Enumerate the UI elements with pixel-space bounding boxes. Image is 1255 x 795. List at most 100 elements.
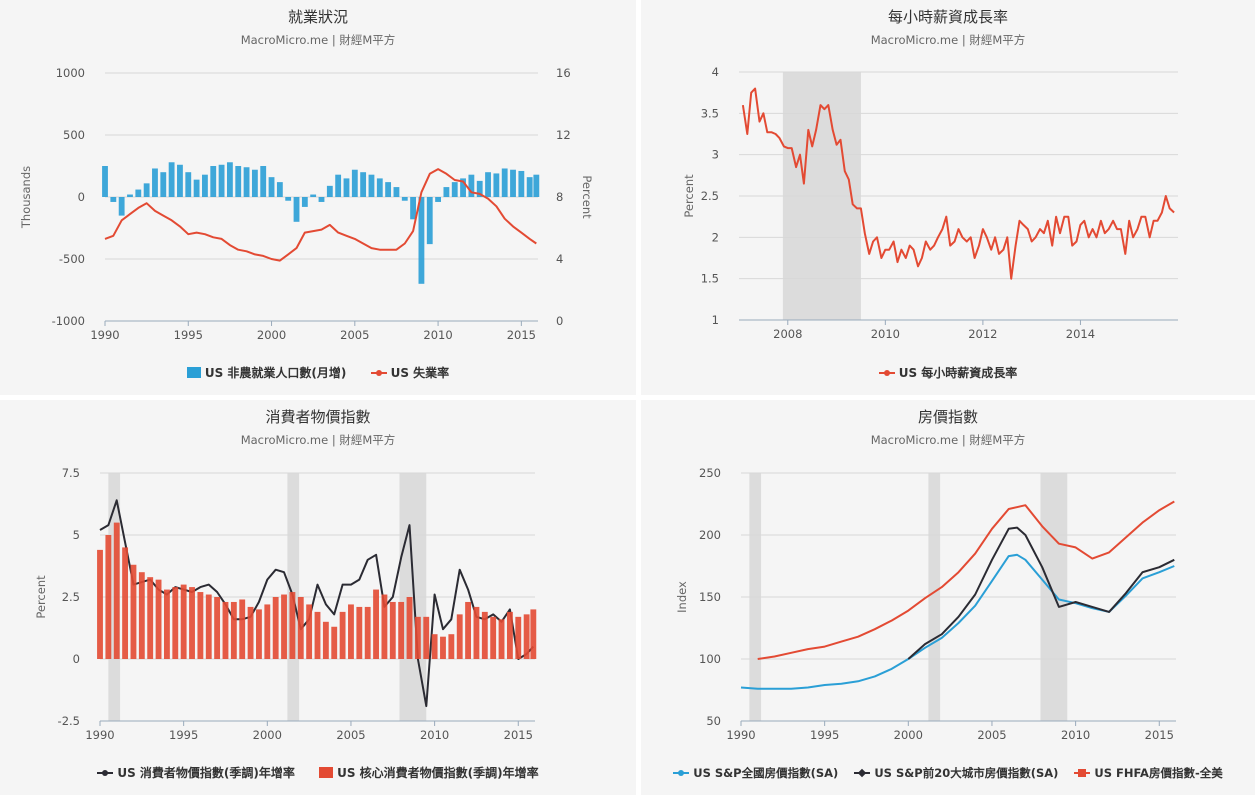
bar: [281, 595, 287, 659]
legend-swatch: [1074, 767, 1090, 778]
bar: [164, 590, 170, 659]
bar: [152, 168, 158, 197]
legend-swatch: [673, 767, 689, 778]
bar: [147, 577, 153, 659]
bar: [340, 612, 346, 659]
y-tick-label: 1: [712, 313, 719, 327]
legend-item-unemployment[interactable]: US 失業率: [371, 364, 450, 381]
bar: [365, 607, 371, 659]
legend-swatch: [319, 767, 333, 778]
legend-item-fhfa[interactable]: US FHFA房價指數-全美: [1074, 765, 1222, 781]
legend-item-sp-20city[interactable]: US S&P前20大城市房價指數(SA): [854, 765, 1058, 781]
legend-item-payrolls[interactable]: US 非農就業人口數(月增): [187, 364, 347, 381]
bar: [310, 195, 316, 197]
bar: [244, 167, 250, 197]
bar: [264, 604, 270, 659]
bar: [415, 617, 421, 659]
x-tick-label: 2015: [504, 728, 533, 742]
y2-tick-label: 8: [556, 190, 563, 204]
x-tick-label: 1990: [85, 728, 114, 742]
bar: [344, 178, 350, 197]
bar: [239, 599, 245, 659]
bar: [435, 197, 441, 202]
bar: [235, 166, 241, 197]
y-axis-label: Thousands: [19, 166, 33, 229]
bar: [135, 190, 141, 197]
y-axis-label: Percent: [682, 174, 696, 218]
bar: [127, 195, 133, 197]
bar: [315, 612, 321, 659]
series-line: [758, 502, 1175, 660]
bar: [248, 607, 254, 659]
bar: [206, 595, 212, 659]
bar: [381, 595, 387, 659]
legend: US 消費者物價指數(季調)年增率 US 核心消費者物價指數(季調)年增率: [0, 764, 636, 781]
legend-label: US 失業率: [391, 366, 450, 380]
bar: [273, 597, 279, 659]
bar: [110, 197, 116, 202]
legend-label: US FHFA房價指數-全美: [1094, 766, 1222, 780]
y-tick-label: 50: [706, 714, 721, 728]
bar: [510, 170, 516, 197]
bar: [189, 587, 195, 659]
bar: [231, 602, 237, 659]
x-tick-label: 2010: [423, 328, 452, 342]
x-tick-label: 2000: [253, 728, 282, 742]
bar: [448, 634, 454, 659]
bar: [493, 173, 499, 197]
bar: [352, 170, 358, 197]
bar: [298, 597, 304, 659]
bar: [252, 170, 258, 197]
bar: [285, 197, 291, 201]
bar: [319, 197, 325, 202]
wage-growth-chart: 1 1.5 2 2.5 3 3.5 4 2008 2010 2012 2014 Percent: [641, 0, 1255, 395]
bar: [177, 165, 183, 197]
y-tick-label: -500: [59, 252, 85, 266]
bar: [223, 602, 229, 659]
bar: [210, 166, 216, 197]
bar: [294, 197, 300, 222]
bar: [327, 186, 333, 197]
bar: [398, 602, 404, 659]
bar: [172, 587, 178, 659]
y-tick-label: 1.5: [701, 272, 719, 286]
legend-item-cpi[interactable]: US 消費者物價指數(季調)年增率: [97, 764, 295, 781]
x-tick-label: 1995: [810, 728, 839, 742]
bar: [502, 168, 508, 197]
bar: [185, 172, 191, 197]
legend-item-sp-national[interactable]: US S&P全國房價指數(SA): [673, 765, 838, 781]
x-tick-label: 2010: [1061, 728, 1090, 742]
y-tick-label: 3: [712, 148, 719, 162]
x-tick-label: 2008: [773, 327, 802, 341]
legend-item-core-cpi[interactable]: US 核心消費者物價指數(季調)年增率: [319, 764, 539, 781]
y-axis-label: Index: [675, 581, 689, 613]
y2-tick-label: 0: [556, 314, 563, 328]
y-tick-label: 4: [712, 65, 719, 79]
bar: [432, 634, 438, 659]
x-tick-label: 1990: [726, 728, 755, 742]
bar: [269, 177, 275, 197]
y-tick-label: 0: [78, 190, 85, 204]
legend: US 非農就業人口數(月增) US 失業率: [0, 364, 636, 381]
bar: [499, 619, 505, 659]
legend-item-wages[interactable]: US 每小時薪資成長率: [879, 364, 1018, 381]
bar: [348, 604, 354, 659]
legend-label: US S&P前20大城市房價指數(SA): [874, 766, 1058, 780]
y-tick-label: 0: [73, 652, 80, 666]
x-tick-label: 2005: [336, 728, 365, 742]
bar: [410, 197, 416, 219]
legend-label: US S&P全國房價指數(SA): [693, 766, 838, 780]
y-tick-label: -1000: [52, 314, 85, 328]
bar: [407, 597, 413, 659]
bar: [530, 609, 536, 659]
y-tick-label: 100: [699, 652, 721, 666]
bar: [482, 612, 488, 659]
y2-tick-label: 12: [556, 128, 571, 142]
bar: [385, 182, 391, 197]
x-tick-label: 1995: [169, 728, 198, 742]
bar: [533, 175, 539, 197]
legend-label: US 消費者物價指數(季調)年增率: [117, 766, 295, 780]
x-tick-label: 2015: [507, 328, 536, 342]
x-tick-label: 1995: [174, 328, 203, 342]
bar: [227, 162, 233, 197]
